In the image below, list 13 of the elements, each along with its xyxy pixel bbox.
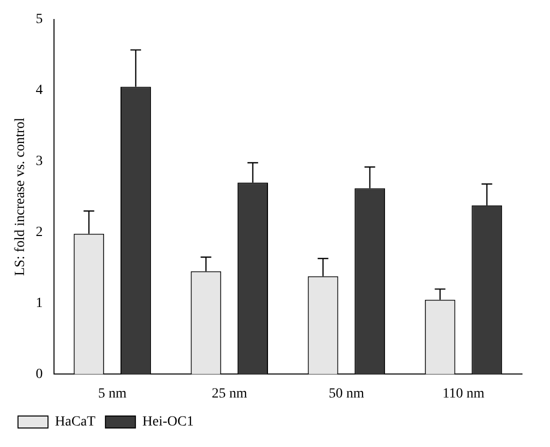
x-tick-label: 25 nm [212,386,248,402]
y-tick-label: 0 [36,366,43,382]
legend-label: HaCaT [55,414,96,430]
x-tick-label: 110 nm [442,386,485,402]
y-tick-label: 1 [36,296,43,311]
x-tick-label: 50 nm [328,386,364,402]
y-tick-label: 5 [36,12,43,28]
y-tick-label: 3 [36,154,43,169]
legend-label: Hei-OC1 [142,414,194,430]
y-tick-label: 4 [36,83,43,98]
x-tick-label: 5 nm [98,386,127,402]
y-axis-title: LS: fold increase vs. control [13,118,28,276]
y-tick-label: 2 [36,224,43,240]
